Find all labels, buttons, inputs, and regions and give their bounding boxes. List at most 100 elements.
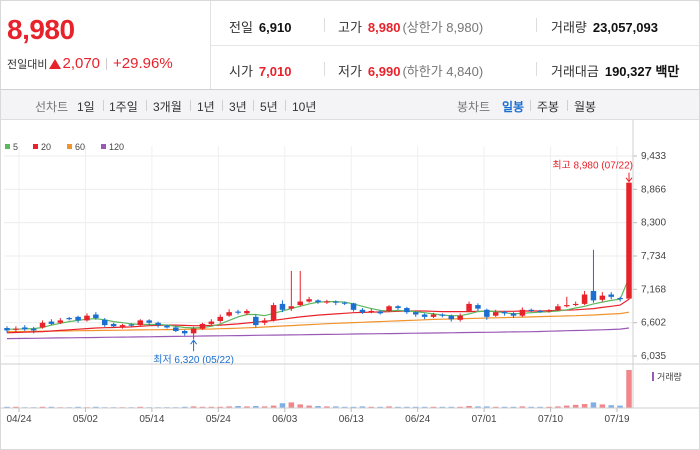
volume-bar [448,406,455,408]
candle-body [421,314,428,317]
candle-body [475,305,481,309]
candle-body [244,310,250,314]
volume-bar [626,370,632,408]
change-separator [106,57,108,70]
candle-body [181,330,188,334]
stat-value: 8,980 [367,20,401,35]
period-3y-button[interactable]: 3년 [229,100,247,114]
volume-bar [404,406,410,408]
toolbar-divider [146,100,147,111]
volume-bar [368,406,375,408]
volume-bar [457,406,463,408]
candle-body [297,301,303,306]
volume-bar [537,406,543,408]
candle-body [519,309,526,316]
volume-bar [395,406,401,408]
candle-daily-button[interactable]: 일봉 [502,100,525,114]
candle-body [190,328,197,334]
y-axis: 9,433 8,866 8,300 7,734 7,168 6,602 6,035 [632,120,666,408]
change-percent: +29.96% [113,55,173,72]
y-tick-label: 6,035 [641,351,666,362]
candle-body [315,300,321,303]
chart-toolbar: 선차트 1일 1주일 3개월 1년 3년 5년 10년 봉차트 일봉 주봉 월봉 [0,90,700,120]
x-tick-label: 06/13 [339,414,364,425]
stat-open: 시가 7,010 [229,61,291,80]
legend-label: 120 [109,142,124,152]
x-tick-label: 06/24 [405,414,430,425]
candle-body [448,315,455,320]
candle-body [430,314,437,317]
x-tick-label: 07/19 [604,414,629,425]
ma20-line [6,298,630,334]
candle-monthly-button[interactable]: 월봉 [574,100,597,114]
change-row: 전일대비 2,070 +29.96% [7,55,210,72]
stat-label: 거래대금 [551,64,599,79]
volume-bar [510,406,517,408]
legend-swatch [5,144,10,149]
volume-bar [199,406,206,408]
toolbar-divider [190,100,191,111]
candle-body [359,309,366,313]
period-1d-button[interactable]: 1일 [77,100,95,114]
period-5y-button[interactable]: 5년 [260,100,278,114]
candle-body [333,301,339,303]
candles [4,182,632,340]
chart-canvas: 5 20 60 120 9,433 8,866 8,300 7,734 7,168 6,602 6… [1,120,699,425]
volume-bar [93,406,99,408]
candle-body [66,318,72,320]
candle-body [208,321,215,324]
toolbar-divider [103,100,104,111]
low-arrow-icon [190,339,197,352]
volume-bar [39,406,46,408]
stat-unit: 백만 [655,64,680,79]
stat-value: 6,910 [258,20,292,35]
candle-body [546,310,552,312]
stat-low: 저가 6,990 (하한가 4,840) [338,61,483,80]
price-box: 8,980 전일대비 2,070 +29.96% [1,1,211,89]
candle-body [608,294,614,297]
up-arrow-icon [49,58,62,69]
volume-bar [608,405,614,408]
volume-bar [217,406,224,408]
toolbar-divider [285,100,286,111]
volume-legend-swatch [652,372,654,381]
candle-weekly-button[interactable]: 주봉 [537,100,560,114]
moving-average-lines [6,277,630,340]
stat-value: 7,010 [258,64,292,79]
candle-body [146,320,152,323]
line-chart-label: 선차트 [35,100,69,114]
candle-body [484,309,490,317]
volume-bar [350,406,357,408]
stat-label: 시가 [229,64,253,79]
volume-bar [341,406,348,408]
chart-legend: 5 20 60 120 [5,142,124,152]
candle-body [386,306,392,311]
candle-body [57,320,64,323]
candle-body [492,312,499,316]
candle-body [457,315,463,320]
volume-bar [439,406,446,408]
period-10y-button[interactable]: 10년 [292,100,317,114]
candle-body [110,323,117,327]
y-tick-label: 8,300 [641,218,666,229]
period-1w-button[interactable]: 1주일 [109,100,138,114]
volume-bar [75,406,81,408]
volume-bar [235,406,241,408]
candle-body [590,290,597,301]
candle-body [93,314,99,319]
candle-body [137,320,144,326]
candle-body [288,306,295,309]
candle-body [626,182,632,299]
candle-body [4,328,10,331]
period-3m-button[interactable]: 3개월 [153,100,182,114]
toolbar-divider [530,100,531,111]
candle-body [39,322,46,328]
y-tick-label: 8,866 [641,184,666,195]
stat-prev-close: 전일 6,910 [229,17,291,36]
volume-bar [297,404,303,408]
period-1y-button[interactable]: 1년 [197,100,215,114]
volume-bar [306,405,312,408]
volume-bar [528,406,535,408]
stat-value: 23,057,093 [592,20,658,35]
stat-sub: (상한가 8,980) [402,20,484,35]
